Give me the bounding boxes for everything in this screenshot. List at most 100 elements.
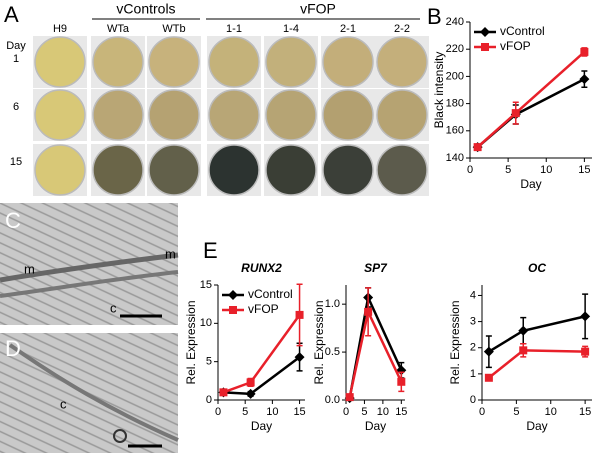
y-tick-label: 0 xyxy=(206,394,212,406)
panel-letter: C xyxy=(5,208,21,233)
dish xyxy=(322,144,374,196)
x-axis-label: Day xyxy=(251,419,272,433)
x-tick-label: 5 xyxy=(505,164,511,176)
dish xyxy=(208,36,260,88)
y-tick-label: 180 xyxy=(446,98,464,110)
x-tick-label: 0 xyxy=(479,406,485,418)
dish xyxy=(148,89,200,141)
y-tick-label: 10 xyxy=(200,317,212,329)
column-label: 1-1 xyxy=(226,23,242,35)
marker xyxy=(345,393,354,402)
panel-letter: D xyxy=(5,336,21,361)
marker xyxy=(580,311,591,322)
x-tick-label: 15 xyxy=(579,406,591,418)
legend-label: vFOP xyxy=(500,39,531,53)
row-label: 1 xyxy=(13,53,19,65)
em-label: m xyxy=(24,261,35,276)
row-label: 6 xyxy=(13,101,19,113)
chart-title: RUNX2 xyxy=(241,261,282,275)
x-tick-label: 0 xyxy=(467,164,473,176)
marker xyxy=(579,74,590,85)
marker xyxy=(480,27,490,37)
dish xyxy=(92,144,144,196)
y-tick-label: 220 xyxy=(446,43,464,55)
x-tick-label: 5 xyxy=(242,406,248,418)
dish xyxy=(34,89,86,141)
marker xyxy=(473,143,482,152)
em-image-c xyxy=(0,203,179,325)
marker xyxy=(364,307,373,316)
x-tick-label: 15 xyxy=(395,406,407,418)
x-tick-label: 0 xyxy=(215,406,221,418)
dish xyxy=(148,144,200,196)
x-tick-label: 5 xyxy=(361,406,367,418)
y-tick-label: 15 xyxy=(200,279,212,291)
dish xyxy=(34,144,86,196)
marker xyxy=(481,43,489,51)
column-label: WTb xyxy=(162,23,185,35)
y-tick-label: 1 xyxy=(470,368,476,380)
y-tick-label: 3 xyxy=(470,315,476,327)
marker xyxy=(580,47,589,56)
group-label: vControls xyxy=(116,1,175,17)
dish xyxy=(92,89,144,141)
marker xyxy=(219,388,228,397)
series-line xyxy=(488,315,586,353)
column-label: WTa xyxy=(107,23,130,35)
x-tick-label: 15 xyxy=(578,164,590,176)
marker xyxy=(483,346,494,357)
dish xyxy=(322,89,374,141)
legend-label: vControl xyxy=(248,287,293,301)
y-tick-label: 0.0 xyxy=(325,394,340,406)
dish xyxy=(92,36,144,88)
dish xyxy=(376,36,428,88)
y-tick-label: 5 xyxy=(206,356,212,368)
x-tick-label: 10 xyxy=(545,406,557,418)
panel-letter: E xyxy=(203,238,218,263)
marker xyxy=(294,352,305,363)
marker xyxy=(246,378,255,387)
x-tick-label: 10 xyxy=(266,406,278,418)
marker xyxy=(519,346,528,355)
y-tick-label: 1.0 xyxy=(325,298,340,310)
y-tick-label: 200 xyxy=(446,70,464,82)
marker xyxy=(581,347,590,356)
y-tick-label: 140 xyxy=(446,152,464,164)
x-axis-label: Day xyxy=(365,419,386,433)
y-axis-label: Black intensity xyxy=(432,52,446,129)
column-label: H9 xyxy=(53,23,67,35)
dish xyxy=(265,89,317,141)
dish xyxy=(376,89,428,141)
y-tick-label: 160 xyxy=(446,125,464,137)
y-tick-label: 240 xyxy=(446,16,464,28)
panel-letter: A xyxy=(4,2,19,27)
panel-letter: B xyxy=(427,4,442,29)
x-axis-label: Day xyxy=(520,177,541,191)
em-image-d xyxy=(0,333,179,453)
x-tick-label: 15 xyxy=(293,406,305,418)
chart-title: OC xyxy=(528,261,546,275)
y-axis-label: Rel. Expression xyxy=(448,300,462,384)
marker xyxy=(518,325,529,336)
y-tick-label: 4 xyxy=(470,289,476,301)
y-tick-label: 0.5 xyxy=(325,346,340,358)
marker xyxy=(245,388,256,399)
y-tick-label: 2 xyxy=(470,342,476,354)
chart-title: SP7 xyxy=(364,261,388,275)
group-label: vFOP xyxy=(300,1,336,17)
y-tick-label: 0 xyxy=(470,394,476,406)
row-label: 15 xyxy=(10,156,22,168)
x-tick-label: 5 xyxy=(513,406,519,418)
series-line xyxy=(348,293,403,399)
dish xyxy=(34,36,86,88)
dish xyxy=(208,144,260,196)
x-tick-label: 10 xyxy=(377,406,389,418)
dish xyxy=(265,36,317,88)
marker xyxy=(397,377,406,386)
series-line xyxy=(223,314,301,394)
x-tick-label: 0 xyxy=(343,406,349,418)
dish xyxy=(208,89,260,141)
em-label: c xyxy=(60,396,67,411)
marker xyxy=(484,373,493,382)
